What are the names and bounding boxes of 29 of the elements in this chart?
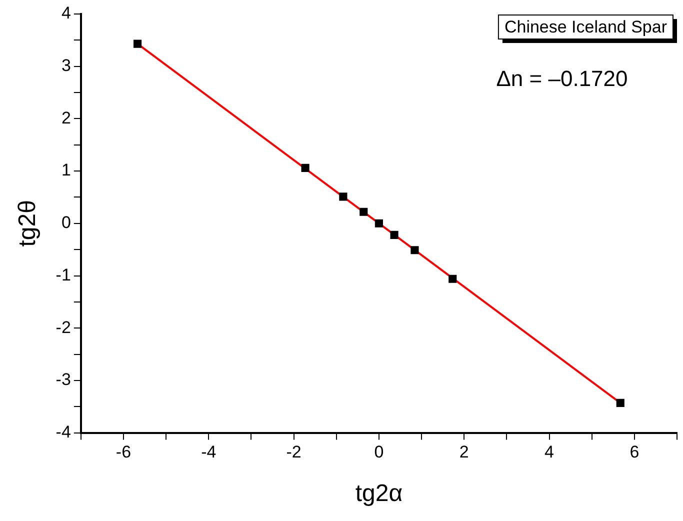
y-tick-label: 3: [61, 56, 71, 76]
y-tick-label: -3: [56, 370, 71, 390]
x-tick-label: -6: [116, 442, 132, 462]
point: [360, 208, 368, 216]
y-axis-title: tg2θ: [14, 200, 42, 247]
point: [448, 274, 457, 283]
point: [616, 398, 624, 407]
x-axis-title: tg2α: [355, 480, 403, 508]
x-tick-label: 2: [459, 442, 469, 462]
annotation: Δn = –0.1720: [496, 66, 628, 92]
y-tick-label: 1: [61, 160, 71, 180]
y-tick-label: 0: [61, 213, 71, 232]
x-tick-label: 6: [630, 442, 640, 462]
y-tick-label: -2: [56, 318, 71, 337]
y-tick-label: -1: [56, 265, 71, 284]
y-tick-label: -4: [56, 422, 71, 442]
point: [374, 219, 383, 228]
annotation: Chinese Iceland Spar: [504, 18, 668, 37]
x-tick-label: -2: [286, 442, 302, 462]
point: [410, 246, 419, 254]
y-tick-label: 4: [61, 4, 71, 23]
point: [339, 192, 348, 201]
x-tick-label: 0: [374, 442, 384, 462]
point: [390, 230, 398, 239]
x-tick-label: -4: [201, 442, 216, 462]
y-tick-label: 2: [61, 108, 71, 128]
point: [301, 164, 310, 172]
x-tick-label: 4: [544, 442, 554, 462]
point: [134, 40, 142, 48]
